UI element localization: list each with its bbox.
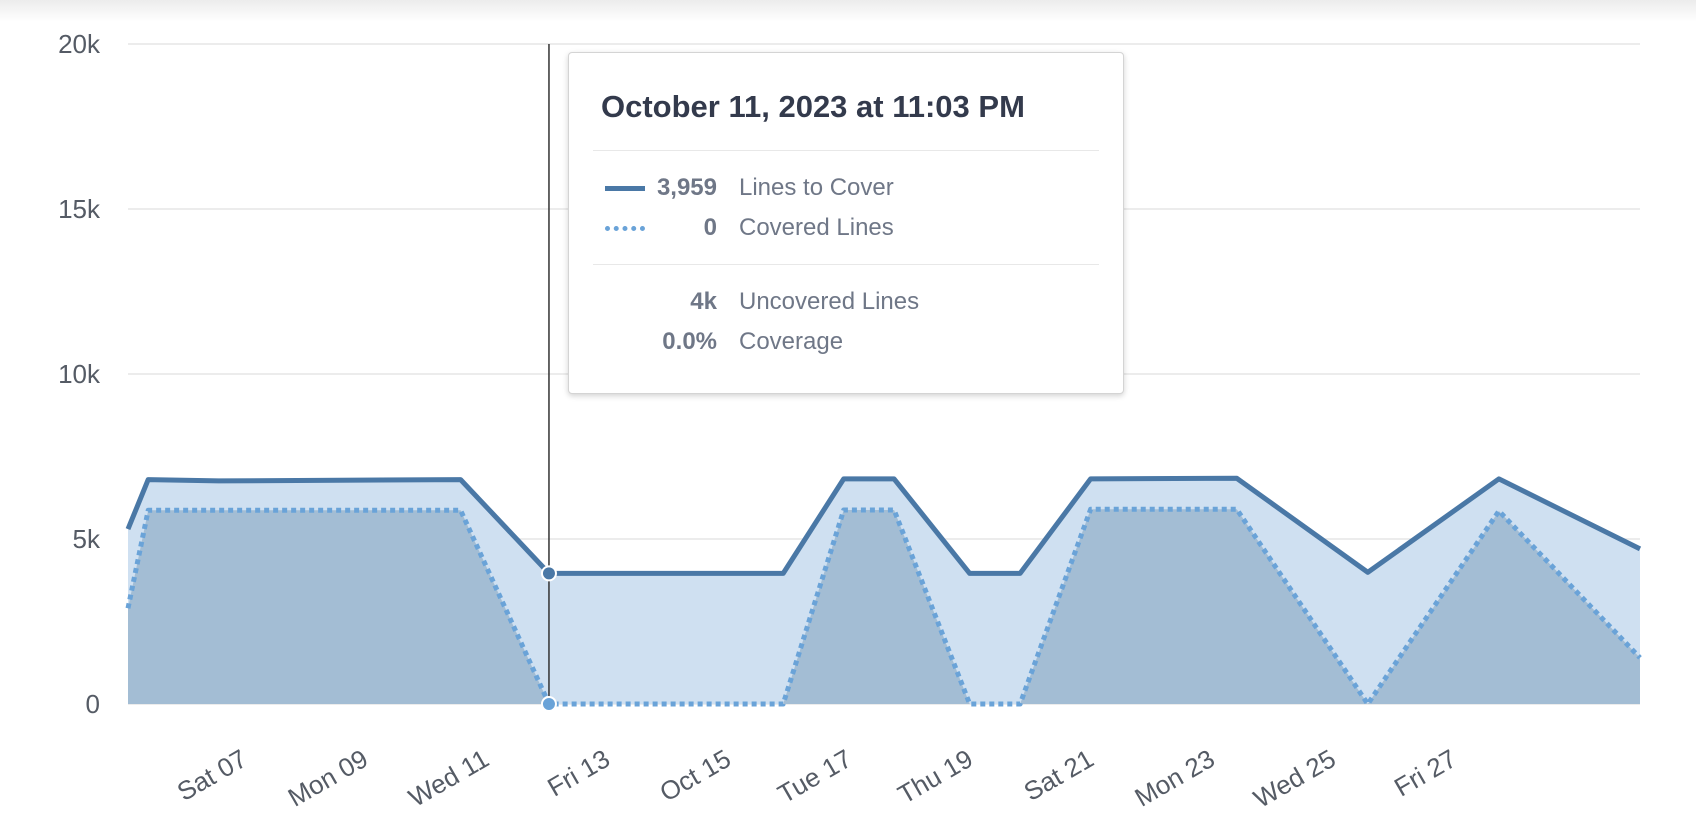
tooltip-row-coverage: 0.0% Coverage [569, 324, 1123, 360]
x-tick-label: Fri 13 [542, 743, 615, 802]
y-tick-label: 10k [58, 359, 101, 389]
x-axis: Sat 07 Mon 09 Wed 11 Fri 13 Oct 15 Tue 17 Thu … [172, 743, 1462, 814]
x-tick-label: Sat 21 [1019, 743, 1099, 807]
crosshair-layer [540, 44, 557, 712]
areas [128, 478, 1640, 704]
tooltip-row-covered-lines: 0 Covered Lines [569, 210, 1123, 246]
x-tick-label: Mon 23 [1130, 743, 1220, 812]
marker-covered-lines [540, 696, 557, 712]
x-tick-label: Fri 27 [1389, 743, 1462, 802]
x-tick-label: Oct 15 [654, 743, 735, 807]
x-tick-label: Wed 25 [1248, 743, 1340, 814]
tooltip-row-lines-to-cover: 3,959 Lines to Cover [569, 170, 1123, 206]
tooltip-value: 3,959 [656, 174, 717, 201]
top-shadow [0, 0, 1696, 22]
series-lines [125, 475, 1642, 707]
x-tick-label: Tue 17 [772, 743, 856, 809]
y-tick-label: 5k [73, 524, 101, 554]
x-tick-label: Wed 11 [403, 743, 494, 813]
tooltip-label: Coverage [739, 328, 844, 355]
y-tick-label: 15k [58, 194, 101, 224]
x-tick-label: Sat 07 [172, 743, 252, 807]
y-tick-label: 20k [58, 29, 101, 59]
dotted-line-swatch-icon [605, 226, 645, 231]
y-axis: 0 5k 10k 15k 20k [58, 29, 101, 719]
area-covered-lines [128, 509, 1640, 704]
tooltip-value: 4k [690, 288, 717, 315]
line-lines-to-cover [125, 475, 1642, 576]
marker-lines-to-cover [540, 565, 557, 582]
tooltip-divider [593, 150, 1099, 151]
y-tick-label: 0 [86, 689, 100, 719]
tooltip: October 11, 2023 at 11:03 PM 3,959 Lines… [568, 52, 1124, 394]
tooltip-label: Uncovered Lines [739, 288, 920, 315]
tooltip-value: 0 [703, 214, 717, 241]
solid-line-swatch-icon [605, 186, 645, 191]
tooltip-row-uncovered-lines: 4k Uncovered Lines [569, 284, 1123, 320]
tooltip-title: October 11, 2023 at 11:03 PM [601, 89, 1025, 124]
tooltip-label: Covered Lines [739, 214, 894, 241]
tooltip-value: 0.0% [662, 328, 717, 355]
x-tick-label: Thu 19 [893, 743, 978, 809]
tooltip-label: Lines to Cover [739, 174, 894, 201]
line-covered-lines [125, 506, 1642, 707]
tooltip-divider [593, 264, 1099, 265]
x-tick-label: Mon 09 [283, 743, 373, 812]
